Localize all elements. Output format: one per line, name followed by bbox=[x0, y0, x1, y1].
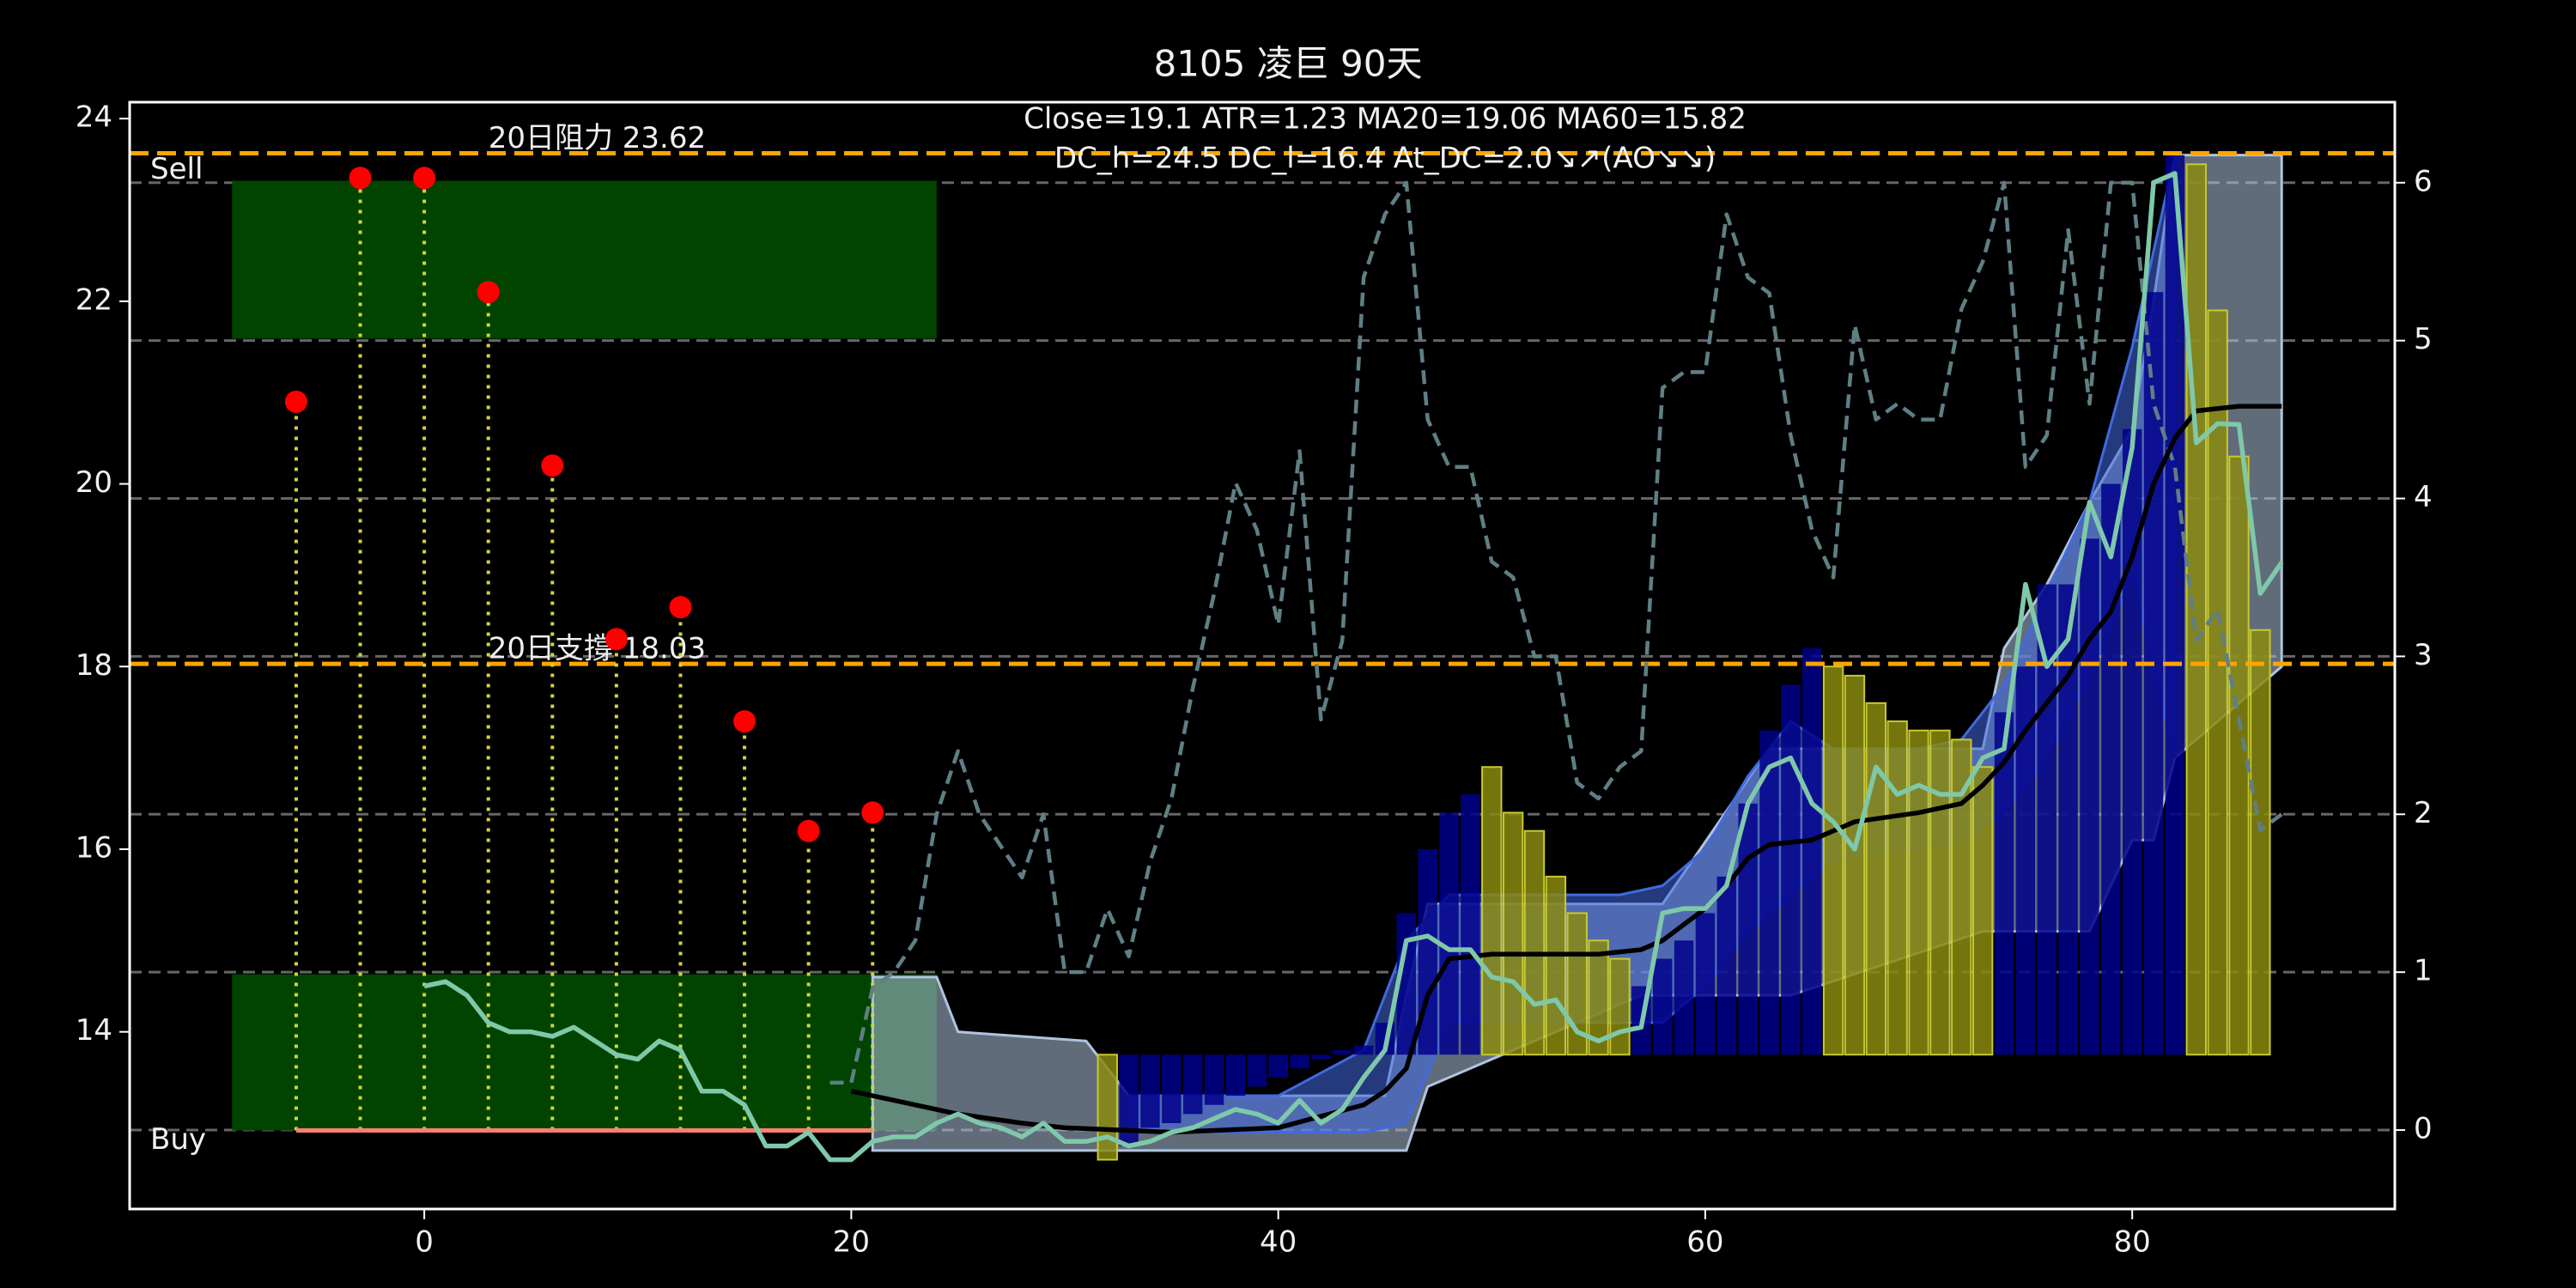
bar bbox=[1204, 1054, 1224, 1105]
signal-dot bbox=[733, 710, 756, 733]
bar bbox=[1162, 1054, 1182, 1124]
bar bbox=[2080, 538, 2099, 1055]
signal-dot bbox=[605, 628, 628, 651]
bar bbox=[2165, 155, 2185, 1055]
bar bbox=[1822, 665, 1844, 1056]
bar bbox=[1781, 684, 1801, 1055]
bar bbox=[1759, 730, 1779, 1055]
bar bbox=[2143, 292, 2164, 1055]
y2-tick-label: 0 bbox=[2414, 1112, 2433, 1146]
signal-dot bbox=[413, 167, 436, 190]
bar bbox=[1802, 647, 1822, 1055]
bar bbox=[2228, 455, 2250, 1056]
bar bbox=[1481, 766, 1503, 1056]
signal-dot bbox=[284, 390, 307, 413]
annotation: DC_h=24.5 DC_l=16.4 At_DC=2.0↘↗(AO↘↘) bbox=[1054, 142, 1716, 176]
bar bbox=[1609, 957, 1631, 1056]
bar bbox=[1929, 729, 1951, 1056]
x-tick-label: 0 bbox=[415, 1225, 434, 1260]
annotation: Close=19.1 ATR=1.23 MA20=19.06 MA60=15.8… bbox=[1024, 102, 1747, 137]
bar bbox=[1951, 738, 1972, 1056]
y2-tick-label: 4 bbox=[2414, 480, 2433, 514]
series-line bbox=[850, 404, 2282, 1135]
zone bbox=[232, 974, 937, 1131]
y2-tick-label: 6 bbox=[2414, 164, 2433, 198]
y-tick-label: 20 bbox=[76, 465, 112, 500]
bar bbox=[1674, 940, 1694, 1055]
bar bbox=[2058, 584, 2078, 1055]
bar bbox=[1333, 1049, 1352, 1055]
bar bbox=[2015, 666, 2036, 1055]
bar bbox=[1738, 803, 1758, 1055]
bar bbox=[2122, 428, 2142, 1055]
bar bbox=[1502, 811, 1524, 1056]
bar bbox=[1439, 812, 1459, 1055]
bar bbox=[1716, 876, 1736, 1055]
bar bbox=[1695, 913, 1716, 1055]
bar bbox=[1908, 729, 1929, 1056]
bar bbox=[1119, 1054, 1139, 1146]
y-tick-label: 24 bbox=[76, 100, 112, 135]
signal-dot bbox=[797, 819, 820, 842]
level-label: 20日阻力 23.62 bbox=[489, 121, 706, 155]
bar bbox=[1971, 766, 1994, 1056]
bar bbox=[2037, 584, 2057, 1055]
chart-title: 8105 凌巨 90天 bbox=[1153, 43, 1422, 85]
series-line bbox=[423, 171, 2284, 1163]
bar bbox=[1183, 1054, 1203, 1115]
y2-tick-label: 1 bbox=[2414, 954, 2433, 988]
bar bbox=[1418, 848, 1437, 1055]
y-tick-label: 16 bbox=[76, 830, 112, 865]
bar bbox=[1353, 1045, 1374, 1055]
signal-dot bbox=[541, 454, 564, 477]
bar bbox=[1844, 674, 1866, 1056]
signal-dot bbox=[861, 801, 884, 824]
y-tick-label: 18 bbox=[76, 648, 112, 683]
bar bbox=[1523, 829, 1546, 1056]
y2-tick-label: 2 bbox=[2414, 796, 2433, 830]
x-tick-label: 40 bbox=[1260, 1225, 1297, 1260]
bar bbox=[1268, 1054, 1288, 1078]
bar bbox=[1247, 1054, 1267, 1087]
bar bbox=[1566, 912, 1588, 1056]
axes-frame bbox=[128, 100, 2397, 1211]
bar bbox=[1545, 875, 1567, 1056]
y-tick-label: 14 bbox=[76, 1013, 112, 1048]
signal-dot bbox=[669, 596, 692, 619]
bar bbox=[1140, 1054, 1160, 1128]
bar bbox=[2250, 629, 2271, 1056]
bar bbox=[1311, 1054, 1331, 1060]
zone-label: Buy bbox=[150, 1122, 206, 1157]
signal-dot bbox=[349, 167, 372, 190]
bar bbox=[1097, 1054, 1118, 1161]
bar bbox=[1994, 712, 2014, 1055]
bar bbox=[1652, 958, 1673, 1055]
bar bbox=[1461, 794, 1480, 1055]
series-line bbox=[829, 180, 2283, 1085]
signal-dot bbox=[477, 281, 500, 304]
y2-tick-label: 5 bbox=[2414, 322, 2433, 356]
zone bbox=[232, 180, 937, 339]
bar bbox=[1396, 913, 1417, 1055]
x-tick-label: 60 bbox=[1686, 1225, 1723, 1260]
x-tick-label: 20 bbox=[833, 1225, 870, 1260]
bar bbox=[1588, 939, 1609, 1056]
bar bbox=[2101, 483, 2121, 1055]
y2-tick-label: 3 bbox=[2414, 638, 2433, 672]
bar bbox=[1886, 720, 1908, 1056]
x-tick-label: 80 bbox=[2114, 1225, 2151, 1260]
zone-label: Sell bbox=[150, 152, 203, 186]
bar bbox=[2207, 309, 2228, 1056]
level-label: 20日支撐 18.03 bbox=[489, 632, 706, 666]
bar bbox=[1290, 1054, 1309, 1069]
bar bbox=[1865, 702, 1887, 1056]
y-tick-label: 22 bbox=[76, 283, 112, 317]
bar bbox=[1225, 1054, 1246, 1097]
bar bbox=[2185, 163, 2207, 1056]
